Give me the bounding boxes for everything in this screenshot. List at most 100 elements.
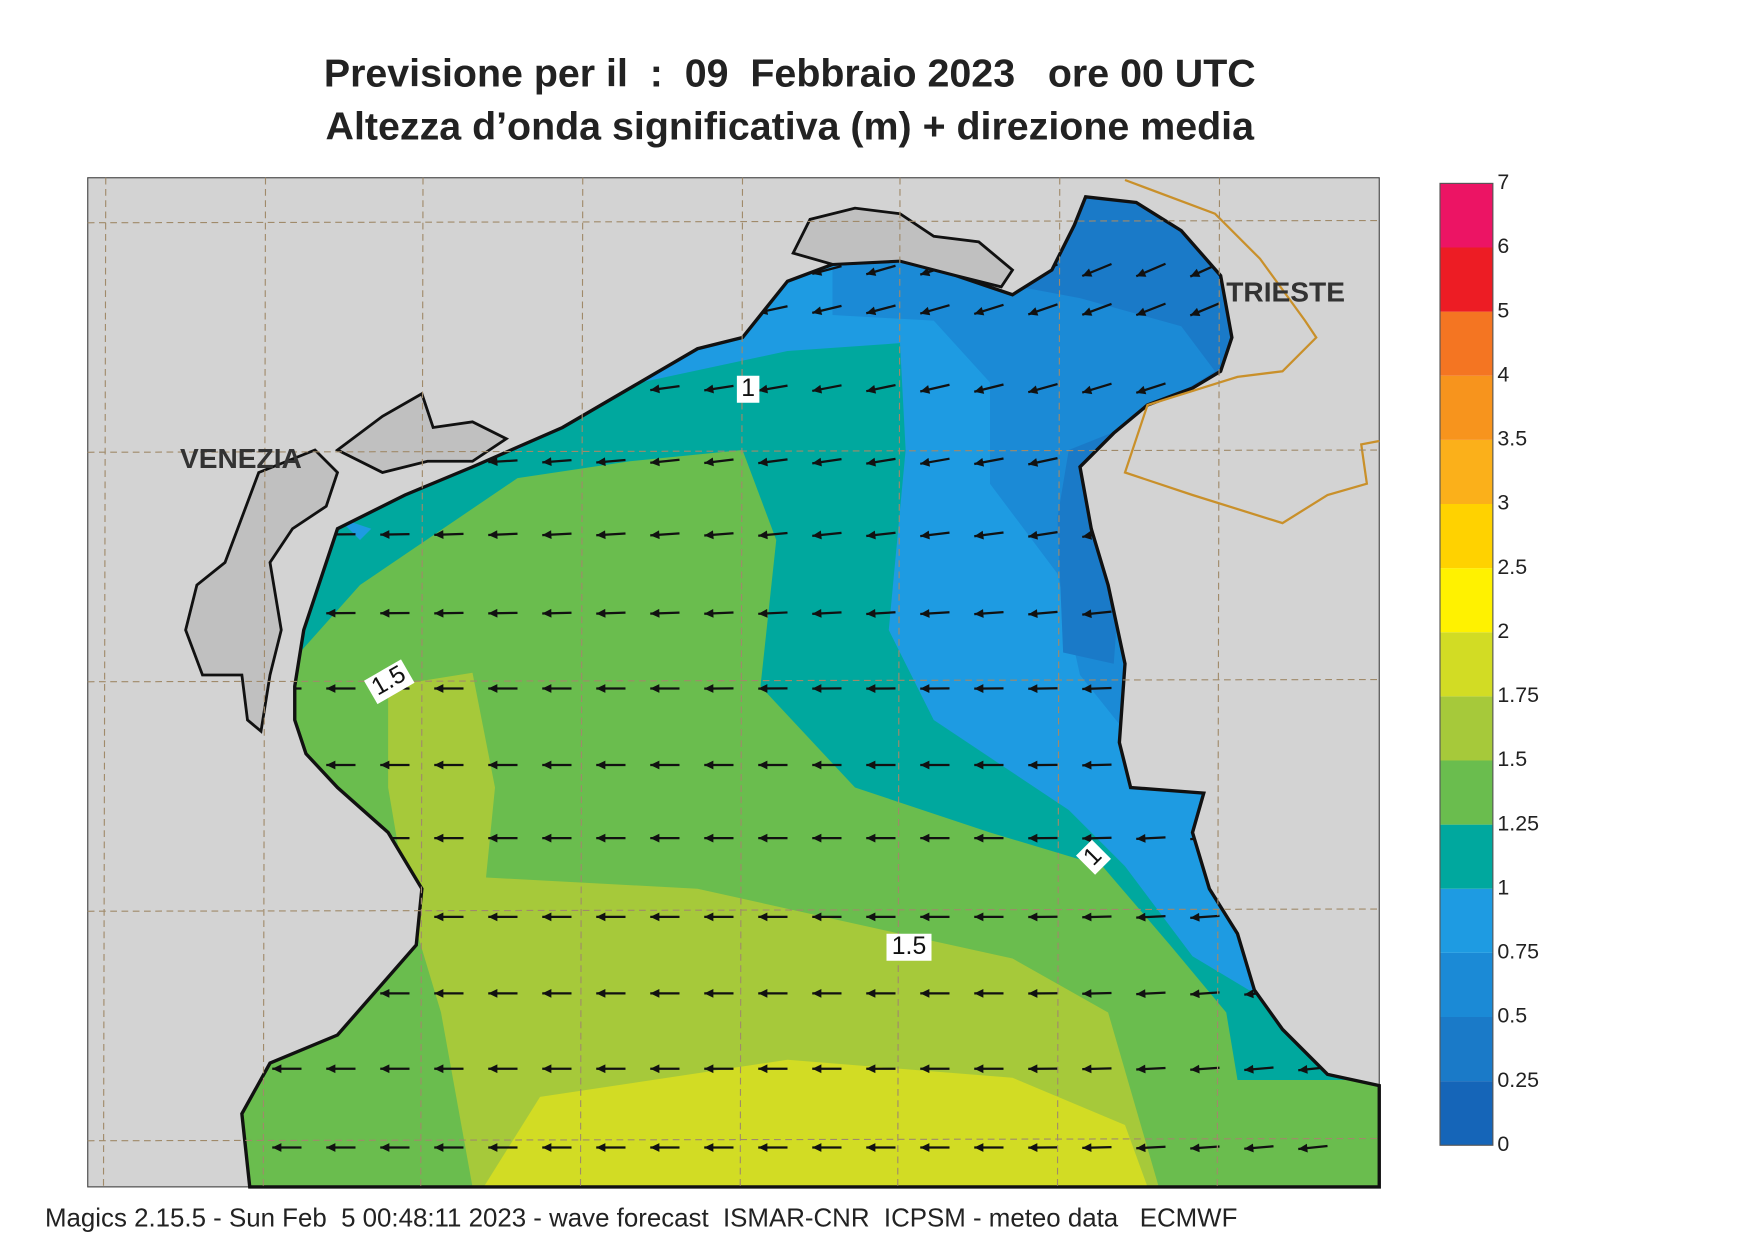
arrow-head (974, 912, 984, 922)
arrow-head (326, 608, 336, 618)
arrow-head (326, 1064, 336, 1074)
arrow-head (488, 457, 498, 466)
arrow-head (758, 1064, 768, 1074)
arrow-head (650, 384, 660, 394)
arrow-head (974, 833, 984, 843)
arrow-head (974, 1143, 984, 1152)
arrow-head (974, 385, 985, 394)
colorbar-bin (1440, 1017, 1493, 1082)
arrow-head (758, 457, 768, 467)
arrow-head (1082, 833, 1092, 843)
arrow-head (1136, 1064, 1146, 1074)
arrow-head (1082, 760, 1092, 770)
arrow-head (866, 684, 876, 693)
arrow-head (704, 1143, 714, 1152)
arrow-head (758, 530, 768, 540)
arrow-head (1028, 1064, 1038, 1074)
arrow-head (866, 833, 876, 843)
colorbar-label: 0.5 (1497, 1004, 1527, 1028)
arrow-head (866, 306, 877, 316)
arrow-head (1028, 1143, 1038, 1152)
arrow-head (812, 457, 822, 467)
arrow-head (650, 608, 660, 618)
arrow-head (434, 530, 444, 539)
contour-label: 1.5 (886, 933, 932, 961)
label-box (363, 659, 415, 705)
arrow-head (920, 912, 930, 922)
arrow-head (1136, 912, 1146, 922)
arrow-head (758, 1143, 768, 1152)
arrow-head (380, 1143, 390, 1152)
arrow-head (650, 1064, 660, 1074)
contour-label: 1.5 (363, 659, 415, 705)
arrow-head (866, 385, 877, 394)
arrow-head (1082, 531, 1092, 540)
contour-label: 1 (736, 375, 760, 403)
arrow-head (704, 833, 714, 843)
arrow-head (1298, 1064, 1308, 1074)
arrow-head (758, 988, 768, 998)
arrow-head (596, 608, 606, 618)
arrow-head (920, 760, 930, 770)
arrow-head (1190, 989, 1200, 999)
arrow-head (542, 988, 552, 998)
arrow-head (1082, 1143, 1092, 1153)
arrow-head (434, 760, 444, 770)
arrow-head (596, 760, 606, 770)
arrow-head (1082, 684, 1092, 694)
colorbar-bin (1440, 696, 1493, 761)
arrow-head (542, 912, 552, 922)
colorbar-label: 4 (1497, 362, 1509, 386)
arrow-head (812, 760, 822, 770)
arrow-head (974, 457, 985, 467)
colorbar: 0 0.25 0.5 0.75 1 1.25 1.5 1.75 2 2.5 3 3.5 4 5 6 7 (1439, 170, 1539, 1156)
arrow-head (920, 684, 930, 693)
arrow-head (596, 1064, 606, 1074)
label-box (1075, 839, 1112, 875)
arrow-head (812, 988, 822, 998)
arrow-head (974, 609, 984, 618)
colorbar-bin (1440, 632, 1493, 697)
arrow-head (920, 1064, 930, 1074)
arrow-head (434, 684, 444, 693)
colorbar-bin (1440, 824, 1493, 889)
arrow-head (272, 1064, 282, 1074)
colorbar-bin (1440, 375, 1493, 440)
lagoon (184, 448, 340, 734)
arrow-head (812, 530, 822, 540)
arrow-head (974, 530, 984, 540)
arrow-head (488, 530, 498, 540)
arrow-head (1136, 307, 1147, 316)
arrow-head (1028, 307, 1039, 316)
arrow-head (542, 1064, 552, 1074)
arrow-head (758, 833, 768, 843)
arrow-head (866, 267, 877, 276)
arrow-head (1190, 1064, 1200, 1074)
lagoon (334, 391, 510, 474)
colorbar-bin (1440, 1081, 1493, 1146)
arrow-head (596, 457, 606, 467)
arrow-head (1190, 1143, 1200, 1153)
grado-lagoon (791, 206, 1015, 289)
colorbar-label: 1.75 (1497, 683, 1539, 707)
arrow-head (1028, 912, 1038, 922)
colorbar-bin (1440, 439, 1493, 504)
colorbar-bin (1440, 952, 1493, 1017)
arrow-head (380, 530, 390, 539)
arrow-head (920, 988, 930, 998)
arrow-head (650, 457, 660, 467)
arrow-head (758, 760, 768, 770)
arrow-head (974, 760, 984, 770)
arrow-head (758, 608, 768, 618)
arrow-head (542, 684, 552, 693)
arrow-head (812, 1143, 822, 1152)
label-box (736, 375, 760, 403)
arrow-head (488, 988, 498, 998)
arrow-head (488, 833, 498, 843)
graticule (87, 177, 1380, 1187)
colorbar-label: 3 (1497, 491, 1509, 515)
arrow-head (758, 384, 768, 394)
arrow-head (1028, 989, 1038, 998)
arrow-head (1136, 385, 1147, 395)
colorbar-label: 3.5 (1497, 427, 1527, 451)
